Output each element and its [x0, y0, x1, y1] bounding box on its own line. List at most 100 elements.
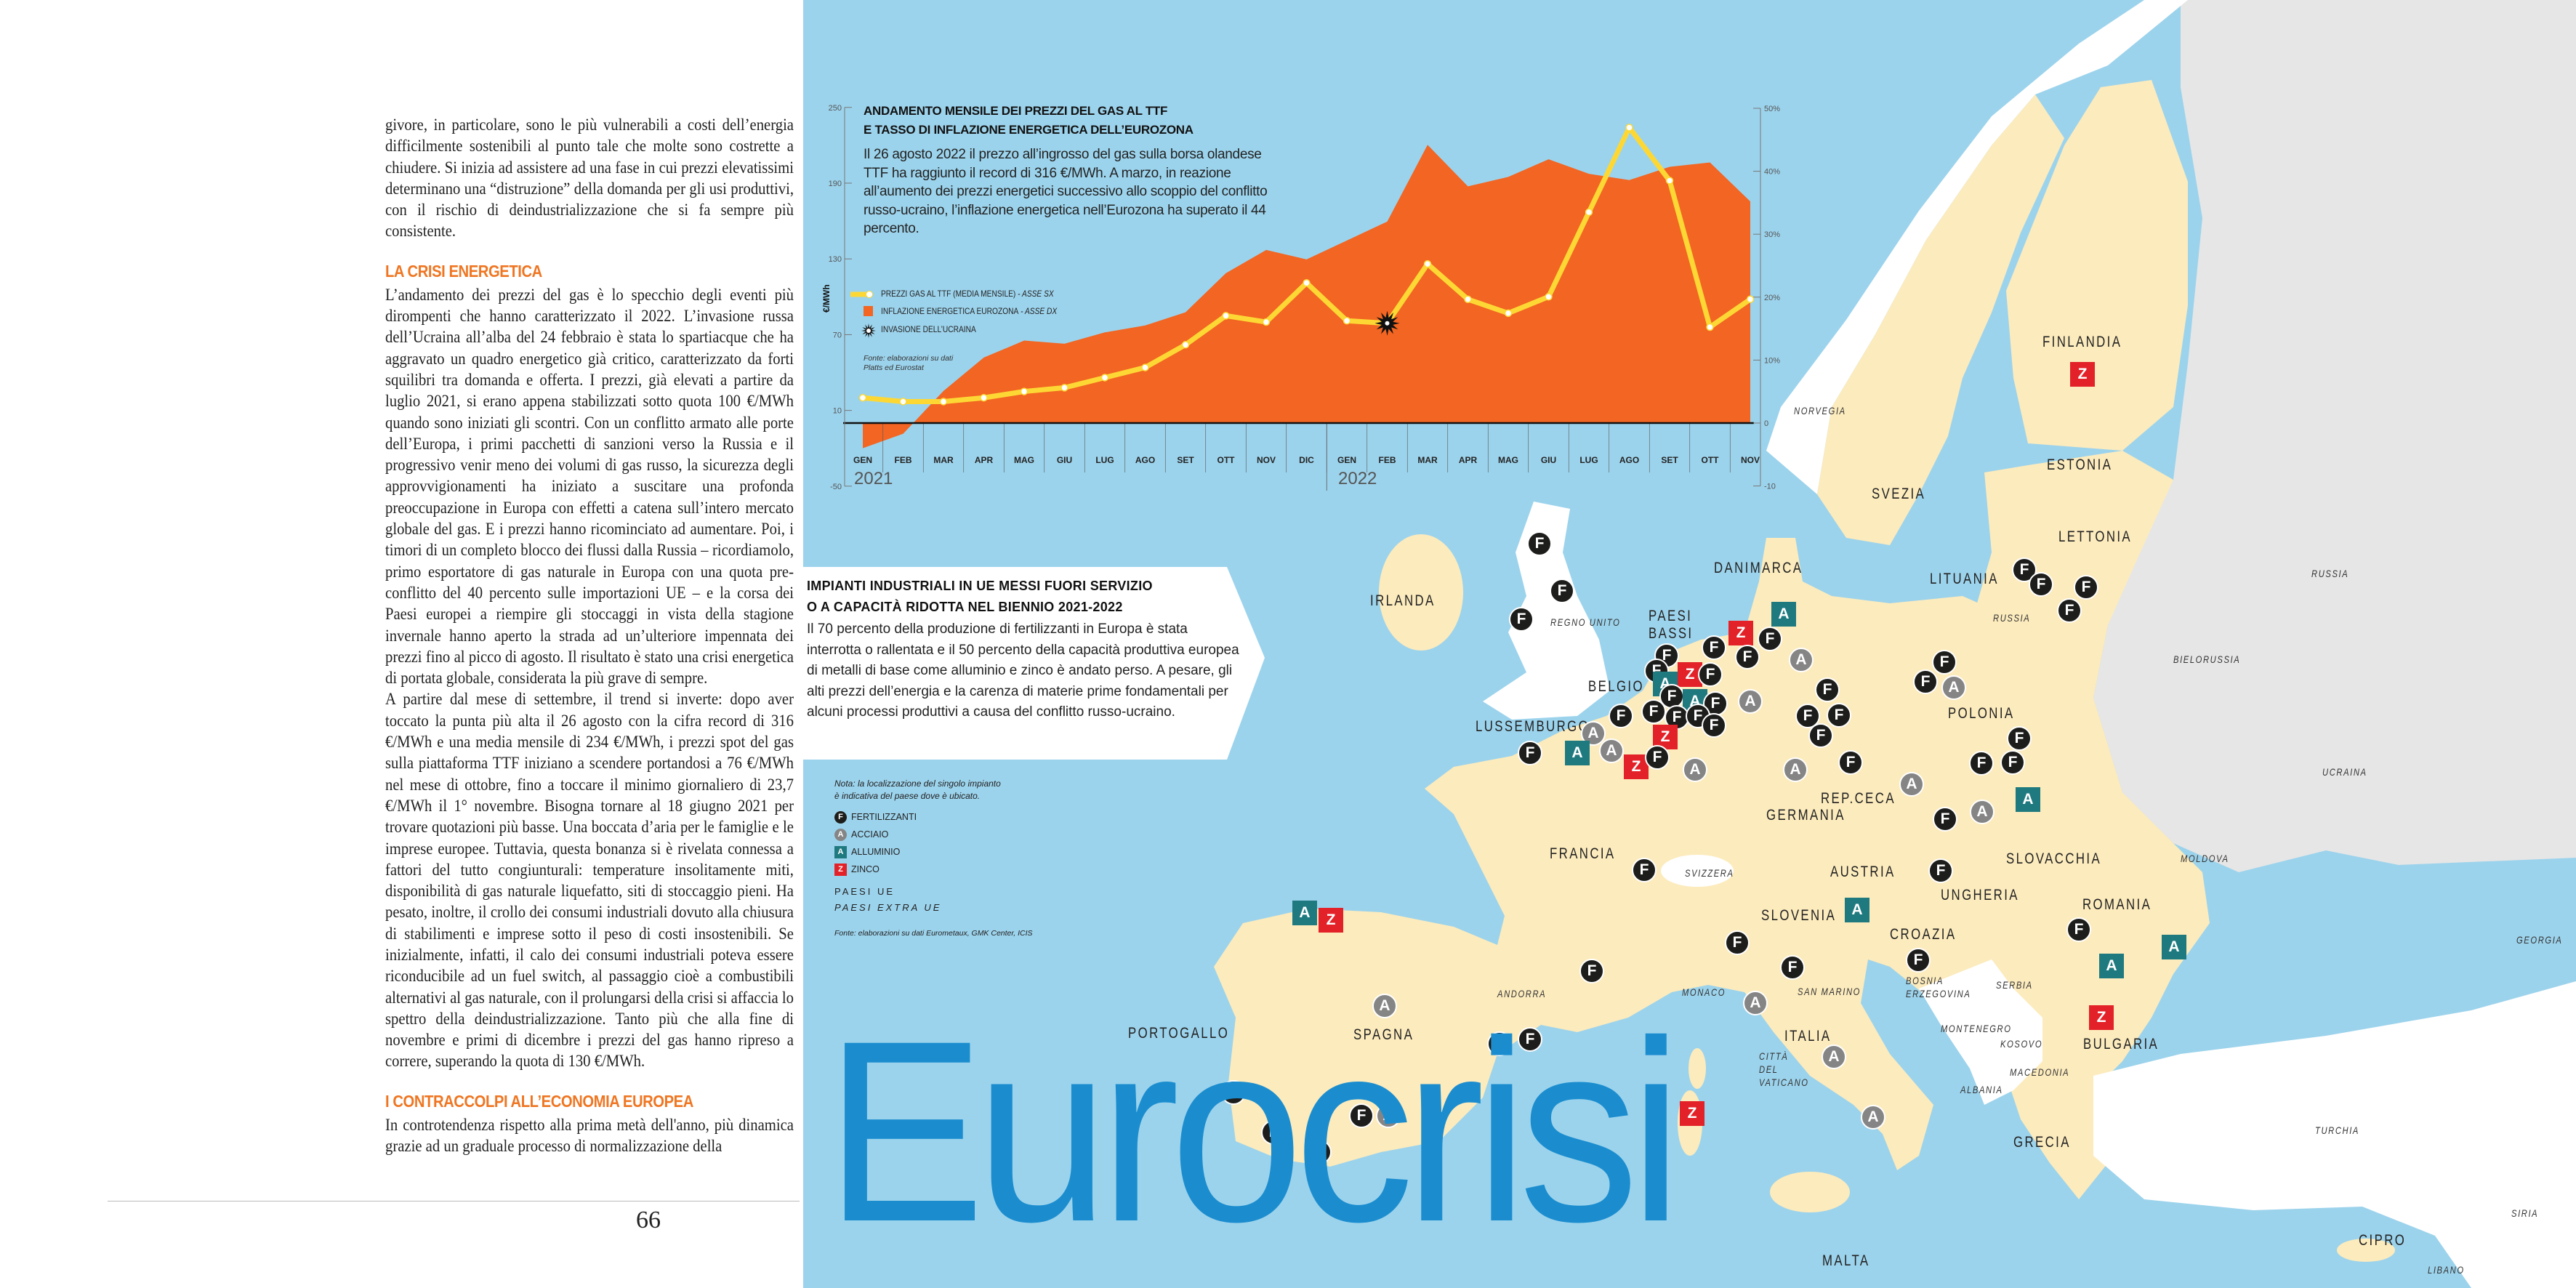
steel-marker-icon: A — [1789, 648, 1814, 672]
legend-label: ZINCO — [851, 864, 880, 874]
aluminium-marker-icon: A — [2016, 787, 2040, 812]
land-cyprus — [2337, 1239, 2395, 1262]
legend-alluminio: A ALLUMINIO — [834, 843, 1052, 861]
zinc-marker-icon: Z — [1319, 908, 1343, 933]
legend-inflation: INFLAZIONE ENERGETICA EUROZONA - ASSE DX — [881, 306, 1057, 316]
left-axis-label: -50 — [830, 483, 842, 491]
fertilizer-marker-icon: F — [1795, 704, 1820, 728]
land-balkans-non-eu — [1919, 959, 2042, 1105]
country-label: ANDORRA — [1497, 988, 1547, 999]
aluminium-marker-icon: A — [1845, 898, 1869, 922]
month-label: APR — [1459, 455, 1478, 465]
country-label: SIRIA — [2511, 1207, 2539, 1219]
country-label: CITTÀ DEL VATICANO — [1759, 1050, 1809, 1088]
land-switzerland — [1661, 855, 1734, 887]
infobox-body: Il 70 percento della produzione di ferti… — [807, 621, 1239, 720]
month-label: NOV — [1257, 455, 1276, 465]
invasion-star-icon-center — [1385, 321, 1390, 326]
steel-marker-icon: A — [1861, 1105, 1885, 1130]
country-label: BULGARIA — [2083, 1036, 2160, 1052]
country-label: DANIMARCA — [1714, 560, 1803, 576]
fertilizer-marker-icon: F — [1645, 745, 1670, 770]
land-corsica — [1689, 1048, 1706, 1089]
steel-marker-icon: A — [1683, 757, 1707, 782]
country-label: FINLANDIA — [2042, 334, 2122, 350]
zinc-marker-icon: Z — [1624, 754, 1649, 779]
gas-price-point — [1343, 317, 1351, 325]
legend-non-eu: PAESI EXTRA UE — [834, 902, 942, 913]
country-label: LUSSEMBURGO — [1476, 718, 1590, 735]
aluminium-marker-icon: A — [2099, 954, 2124, 978]
fertilizer-marker-icon: F — [1815, 677, 1840, 702]
fertilizer-marker-icon: F — [1913, 669, 1938, 694]
land-norway — [1766, 0, 2188, 494]
land-sweden — [1817, 94, 2064, 545]
month-label: AGO — [1135, 455, 1155, 465]
fertilizer-marker-icon: F — [1933, 807, 1957, 832]
country-label: SVIZZERA — [1685, 867, 1734, 879]
steel-marker-icon: A — [1376, 1103, 1401, 1128]
infobox: IMPIANTI INDUSTRIALI IN UE MESSI FUORI S… — [807, 576, 1243, 723]
country-label: MONACO — [1682, 986, 1726, 998]
country-label: PAESI BASSI — [1649, 608, 1694, 642]
gas-price-point — [1141, 363, 1149, 371]
gas-price-point — [1625, 124, 1633, 132]
land-ireland — [1379, 534, 1463, 651]
country-label: LETTONIA — [2058, 528, 2133, 545]
legend-label: INFLAZIONE ENERGETICA EUROZONA — [881, 306, 1019, 316]
country-label: RUSSIA — [2311, 568, 2349, 579]
inflation-area — [863, 145, 1750, 448]
left-axis-label: 10 — [833, 407, 842, 416]
steel-marker-icon: A — [1822, 1045, 1846, 1069]
left-axis-label: 70 — [833, 331, 842, 339]
fertilizer-marker-icon: F — [1487, 1031, 1512, 1056]
map-source: Fonte: elaborazioni su dati Eurometaux, … — [834, 929, 1033, 938]
zinc-marker-icon: Z — [1680, 1101, 1704, 1126]
headline: Eurocrisi — [825, 988, 1683, 1276]
country-label: RUSSIA — [1993, 612, 2031, 624]
right-axis-label: 20% — [1764, 294, 1780, 302]
legend-acciaio: A ACCIAIO — [834, 826, 1052, 843]
article-paragraph: A partire dal mese di settembre, il tren… — [385, 690, 794, 1071]
article-paragraph: L’andamento dei prezzi del gas è lo spec… — [385, 285, 794, 688]
chart-title-line: E TASSO DI INFLAZIONE ENERGETICA DELL’EU… — [864, 123, 1194, 137]
month-label: SET — [1661, 455, 1678, 465]
steel-marker-icon: A — [1581, 721, 1606, 746]
month-label: DIC — [1299, 455, 1314, 465]
country-label: SPAGNA — [1353, 1026, 1414, 1043]
chart-description: Il 26 agosto 2022 il prezzo all’ingrosso… — [864, 147, 1268, 236]
country-label: MONTENEGRO — [1941, 1023, 2012, 1034]
map-note: Nota: la localizzazione del singolo impi… — [834, 778, 1001, 801]
left-page: givore, in particolare, sono le più vuln… — [0, 0, 803, 1288]
steel-marker-icon: A — [1599, 738, 1624, 763]
country-label: LITUANIA — [1930, 571, 1999, 587]
article-paragraph: In controtendenza rispetto alla prima me… — [385, 1115, 794, 1156]
gas-price-point — [1504, 309, 1513, 318]
legend-fertilizzanti: F FERTILIZZANTI — [834, 808, 1052, 826]
right-axis-label: 40% — [1764, 168, 1780, 177]
legend-label: PREZZI GAS AL TTF (MEDIA MENSILE) — [881, 289, 1016, 299]
country-label: PORTOGALLO — [1128, 1025, 1230, 1042]
steel-marker-icon: A — [1372, 994, 1397, 1018]
country-label: BIELORUSSIA — [2173, 653, 2241, 665]
steel-marker-icon: A — [1738, 689, 1763, 714]
year-label: 2021 — [854, 469, 893, 488]
gas-price-point — [1181, 341, 1190, 349]
gas-price-point — [1585, 208, 1593, 217]
country-label: SLOVENIA — [1761, 907, 1837, 924]
fertilizer-marker-icon: F — [1969, 751, 1994, 776]
country-label: BOSNIA ERZEGOVINA — [1906, 975, 1971, 999]
y-axis-label: €/MWh — [821, 284, 832, 313]
country-label: AUSTRIA — [1830, 864, 1896, 880]
fertilizer-marker-icon: F — [1932, 650, 1957, 675]
map-legend: Nota: la localizzazione del singolo impi… — [834, 778, 1052, 938]
section-heading: I CONTRACCOLPI ALL’ECONOMIA EUROPEA — [385, 1091, 693, 1111]
country-label: NORVEGIA — [1794, 405, 1846, 416]
fertilizer-marker-icon: F — [1808, 723, 1833, 748]
month-label: FEB — [895, 455, 912, 465]
fertilizer-marker-icon: F — [2007, 726, 2032, 751]
gas-price-chart: 250 190 130 70 10 -50 50% 40% 30% 20% 10% 0 -10 GEN FE… — [829, 104, 1781, 491]
country-label: GRECIA — [2013, 1134, 2071, 1151]
legend-axis-note: - ASSE DX — [1018, 306, 1058, 316]
